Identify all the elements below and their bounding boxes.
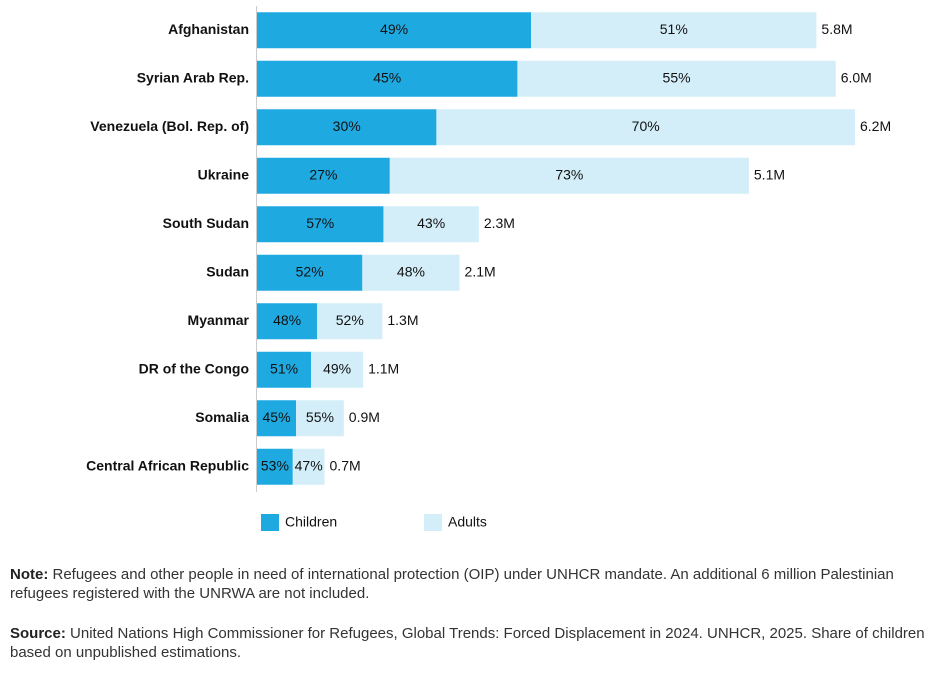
bar-segment [311,351,364,388]
bar-segment [257,400,297,437]
bar-segment [257,303,318,340]
bar-segment [436,109,855,146]
segment-label: 43% [417,215,445,231]
category-label: Ukraine [198,166,250,182]
bar-segment [257,109,437,146]
segment-label: 73% [555,166,583,182]
note: Note: Refugees and other people in need … [10,565,925,603]
segment-label: 55% [306,409,334,425]
bar-segment [257,448,293,485]
segment-label: 52% [336,312,364,328]
total-label: 2.3M [484,215,515,231]
total-label: 0.9M [349,409,380,425]
total-label: 6.0M [841,69,872,85]
note-label: Note: [10,566,49,583]
bar-segment [296,400,344,437]
bar-segment [257,254,363,291]
total-label: 1.3M [387,312,418,328]
segment-label: 70% [632,118,660,134]
bar-segment [389,157,749,194]
category-label: Central African Republic [86,457,249,473]
category-label: Somalia [195,409,249,425]
legend-swatch [424,514,442,531]
segment-label: 45% [263,409,291,425]
bar-segment [257,206,384,243]
bar-segment [257,351,312,388]
category-label: Myanmar [188,312,250,328]
segment-label: 47% [295,457,323,473]
bar-segment [317,303,383,340]
segment-label: 27% [309,166,337,182]
legend-label: Children [285,514,337,530]
category-label: Venezuela (Bol. Rep. of) [90,118,249,134]
source: Source: United Nations High Commissioner… [10,624,925,662]
bar-segment [517,60,836,97]
segment-label: 52% [296,263,324,279]
bar-segment [257,157,390,194]
category-label: Syrian Arab Rep. [137,69,249,85]
category-label: South Sudan [163,215,249,231]
segment-label: 30% [333,118,361,134]
source-label: Source: [10,625,66,642]
total-label: 5.1M [754,166,785,182]
bar-segment [257,12,532,49]
total-label: 6.2M [860,118,891,134]
bar-segment [531,12,817,49]
total-label: 2.1M [465,263,496,279]
legend-label: Adults [448,514,487,530]
category-label: Sudan [206,263,249,279]
note-text: Refugees and other people in need of int… [10,566,894,602]
bar-segment [362,254,460,291]
segment-label: 51% [660,21,688,37]
chart: Afghanistan 49% 51% 5.8M Syrian Arab Rep. 45%… [86,6,891,531]
total-label: 0.7M [330,457,361,473]
segment-label: 49% [323,360,351,376]
bar-segment [383,206,479,243]
segment-label: 49% [380,21,408,37]
segment-label: 45% [373,69,401,85]
segment-label: 51% [270,360,298,376]
source-text: United Nations High Commissioner for Ref… [10,625,925,661]
segment-label: 53% [261,457,289,473]
segment-label: 55% [663,69,691,85]
segment-label: 57% [306,215,334,231]
category-label: Afghanistan [168,21,249,37]
segment-label: 48% [397,263,425,279]
bar-segment [292,448,325,485]
total-label: 5.8M [821,21,852,37]
category-label: DR of the Congo [139,360,249,376]
total-label: 1.1M [368,360,399,376]
segment-label: 48% [273,312,301,328]
legend-swatch [261,514,279,531]
bar-segment [257,60,518,97]
